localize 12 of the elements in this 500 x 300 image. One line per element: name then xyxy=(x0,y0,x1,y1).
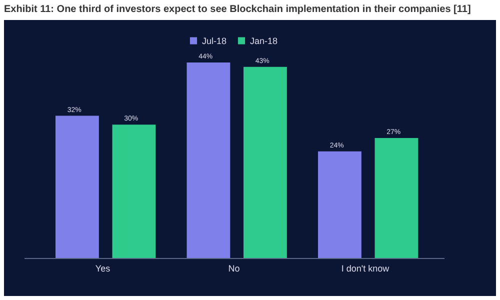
bar xyxy=(318,151,362,258)
legend-label: Jul-18 xyxy=(202,36,227,46)
chart-title: Exhibit 11: One third of investors expect to see Blockchain implementation in their companies [11] xyxy=(3,3,472,17)
bar xyxy=(112,124,156,258)
x-tick-label: Yes xyxy=(95,264,111,274)
bar xyxy=(56,116,99,258)
x-tick-label: I don't know xyxy=(341,264,390,274)
bar xyxy=(186,62,230,258)
bar xyxy=(244,66,287,258)
x-tick-label: No xyxy=(228,264,240,274)
legend-label: Jan-18 xyxy=(250,36,278,46)
bar xyxy=(374,138,418,258)
